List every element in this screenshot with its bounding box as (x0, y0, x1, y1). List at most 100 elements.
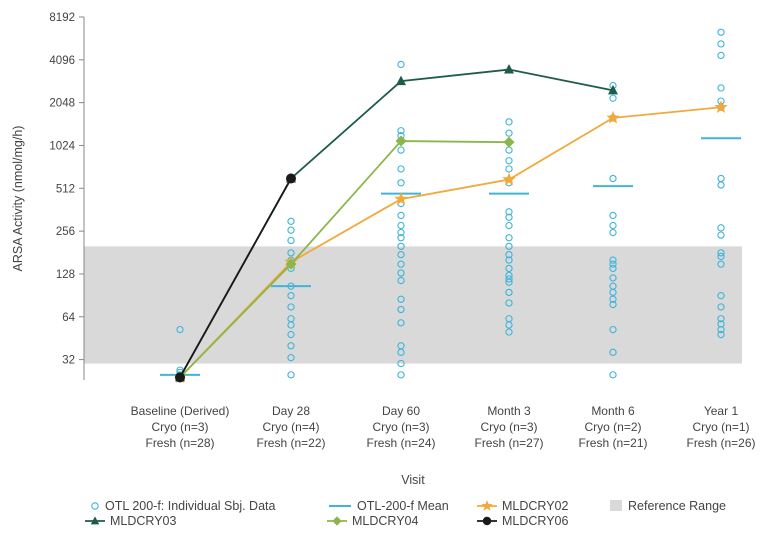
legend-item: OTL-200-f Mean (329, 499, 449, 513)
reference-range-band (84, 246, 742, 364)
individual-data-point (505, 129, 513, 137)
individual-data-point (505, 118, 513, 126)
legend-label: MLDCRY03 (110, 514, 177, 528)
individual-data-point (505, 288, 513, 297)
series-point-mldcry04 (503, 136, 515, 148)
x-category-label-line: Cryo (n=4) (262, 420, 319, 434)
legend-open-circle-icon (91, 502, 99, 510)
legend-triangle-icon (90, 516, 100, 525)
series-point-mldcry02 (714, 100, 728, 113)
legend-label: MLDCRY06 (502, 514, 569, 528)
series-point-mldcry04 (395, 135, 407, 147)
series-point-mldcry06 (175, 372, 185, 383)
individual-data-point (287, 371, 295, 379)
individual-data-point (287, 236, 295, 245)
individual-data-point (287, 330, 295, 339)
individual-data-point (609, 325, 617, 334)
individual-data-point (717, 40, 725, 48)
legend-star-icon (481, 500, 493, 511)
individual-data-point (609, 211, 617, 220)
individual-data-point (717, 84, 725, 92)
x-category-label-line: Baseline (Derived) (131, 404, 230, 418)
individual-data-point (505, 321, 513, 329)
legend-label: Reference Range (628, 499, 726, 513)
individual-data-point (505, 264, 513, 273)
x-axis-title: Visit (401, 473, 425, 487)
individual-data-point (397, 179, 405, 187)
individual-data-point (397, 260, 405, 268)
series-point-mldcry02 (606, 110, 620, 124)
series-point-mldcry02 (394, 192, 408, 205)
x-category-label-line: Year 1 (704, 404, 739, 418)
individual-data-point (505, 250, 513, 259)
individual-data-point (397, 60, 405, 69)
individual-data-point (397, 127, 405, 135)
individual-data-point (505, 299, 513, 307)
y-tick-label: 4096 (49, 55, 75, 67)
legend-circle-icon (482, 516, 492, 526)
legend-label: MLDCRY04 (352, 514, 419, 528)
x-category-label: Year 1 Cryo (n=1) Fresh (n=26) (686, 404, 755, 450)
y-tick-label: 256 (56, 226, 75, 238)
y-tick-label: 1024 (49, 140, 75, 152)
individual-data-point (397, 146, 405, 154)
individual-data-point (717, 260, 725, 268)
individual-data-point (717, 330, 725, 339)
y-tick-label: 8192 (49, 12, 75, 24)
individual-data-point (609, 94, 617, 102)
x-category-label: Baseline (Derived) Cryo (n=3) Fresh (n=28) (131, 404, 230, 450)
series-point-mldcry02 (502, 172, 516, 186)
individual-data-point (609, 174, 617, 183)
y-tick-label: 512 (56, 183, 75, 195)
x-category-label-line: Cryo (n=3) (151, 420, 208, 434)
individual-data-point (287, 226, 295, 234)
individual-data-point (397, 359, 405, 368)
x-category-label: Month 6 Cryo (n=2) Fresh (n=21) (578, 404, 647, 450)
legend-label: MLDCRY02 (502, 499, 569, 513)
individual-data-point (505, 256, 513, 264)
x-category-label-line: Fresh (n=21) (578, 436, 647, 450)
individual-data-point (287, 217, 295, 225)
individual-data-point (717, 224, 725, 232)
x-category-label-line: Day 28 (272, 404, 310, 418)
individual-data-point (609, 221, 617, 230)
y-axis-title: ARSA Activity (nmol/mg/h) (11, 126, 25, 272)
individual-data-point (717, 51, 725, 60)
individual-data-point (397, 250, 405, 259)
y-tick-label: 2048 (49, 98, 75, 110)
individual-data-point (287, 303, 295, 311)
x-category-label-line: Fresh (n=26) (686, 436, 755, 450)
individual-data-point (609, 288, 617, 297)
individual-data-point (505, 157, 513, 165)
individual-data-point (717, 252, 725, 261)
individual-data-point (505, 275, 513, 283)
x-category-label: Day 28 Cryo (n=4) Fresh (n=22) (256, 404, 325, 450)
individual-data-point (717, 315, 725, 323)
individual-data-point (397, 269, 405, 277)
individual-data-point (609, 371, 617, 379)
x-category-label-line: Cryo (n=2) (584, 420, 641, 434)
x-category-label-line: Month 6 (591, 404, 635, 418)
individual-data-point (287, 354, 295, 362)
individual-data-point (609, 256, 617, 264)
individual-data-point (609, 228, 617, 237)
legend-item: Reference Range (610, 499, 726, 513)
individual-data-point (609, 348, 617, 356)
series-point-mldcry06 (286, 173, 296, 184)
individual-data-point (609, 300, 617, 309)
individual-data-point (505, 278, 513, 286)
individual-data-point (287, 342, 295, 350)
individual-data-point (717, 174, 725, 183)
individual-data-point (397, 228, 405, 237)
y-tick-label: 128 (56, 269, 75, 281)
individual-data-point (505, 208, 513, 216)
series-line-mldcry02 (179, 106, 722, 378)
individual-data-point (505, 234, 513, 242)
individual-data-point (609, 264, 617, 273)
legend-item: MLDCRY03 (85, 514, 177, 528)
series-point-mldcry03 (504, 64, 514, 74)
individual-data-point (397, 371, 405, 379)
series-line-mldcry06 (179, 178, 292, 378)
